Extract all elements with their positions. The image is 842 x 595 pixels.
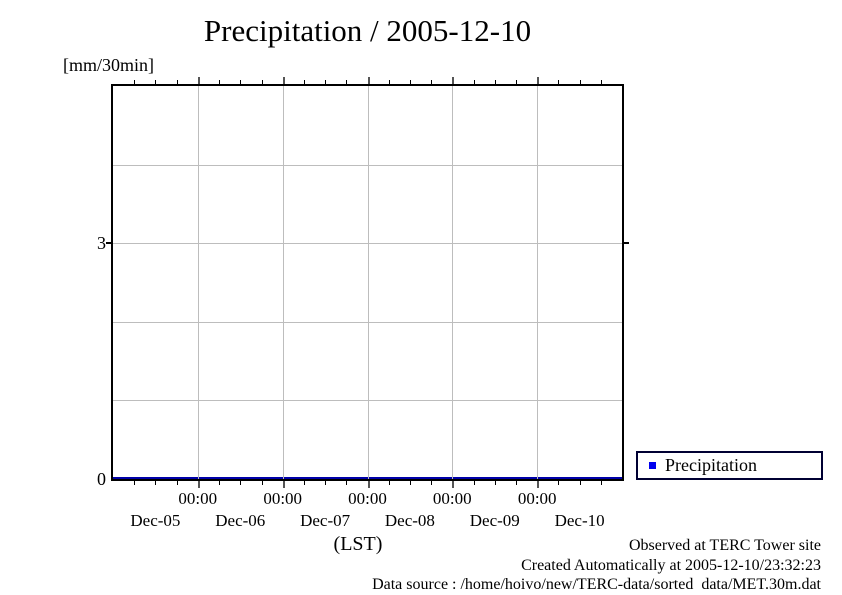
major-tick-top [197, 77, 200, 84]
legend-label: Precipitation [665, 455, 757, 475]
minor-tick-bottom [346, 481, 348, 485]
minor-tick-bottom [431, 481, 433, 485]
minor-tick-bottom [176, 481, 178, 485]
minor-tick-bottom [600, 481, 602, 485]
x-midnight-label-2: 00:00 [263, 489, 303, 508]
x-midnight-label-5: 00:00 [517, 489, 557, 508]
minor-tick-top [240, 80, 242, 84]
x-day-label-Dec-05: Dec-05 [130, 511, 181, 530]
minor-tick-bottom [325, 481, 327, 485]
v-gridline-midnight-5 [537, 86, 539, 479]
minor-tick-bottom [303, 481, 305, 485]
minor-tick-top [134, 80, 136, 84]
grid-layer [106, 77, 629, 488]
v-gridline-midnight-3 [367, 86, 369, 479]
legend-marker-square-icon [649, 462, 656, 469]
major-tick-bottom [197, 481, 200, 488]
legend-box: Precipitation [636, 451, 823, 480]
chart-title: Precipitation / 2005-12-10 [203, 13, 532, 48]
minor-tick-bottom [219, 481, 220, 485]
major-tick-bottom [282, 481, 285, 488]
minor-tick-top [325, 80, 327, 84]
minor-tick-top [494, 80, 496, 84]
minor-tick-top [558, 80, 560, 84]
v-gridline-midnight-2 [282, 86, 284, 479]
minor-tick-bottom [261, 481, 263, 485]
minor-tick-top [388, 80, 390, 84]
footer-annotations: Observed at TERC Tower site Created Auto… [372, 536, 821, 595]
footer-created-line: Created Automatically at 2005-12-10/23:3… [521, 556, 821, 574]
minor-tick-top [431, 80, 433, 84]
major-tick-bottom [452, 481, 455, 488]
minor-tick-bottom [134, 481, 136, 485]
minor-tick-top [579, 80, 581, 84]
minor-tick-bottom [494, 481, 496, 485]
y-tick-label-0: 0 [97, 469, 106, 489]
minor-tick-top [346, 80, 348, 84]
y-axis-unit-label: [mm/30min] [63, 55, 154, 75]
minor-tick-bottom [516, 481, 517, 485]
y-tick-label-3: 3 [97, 233, 106, 253]
x-midnight-label-1: 00:00 [178, 489, 218, 508]
minor-tick-bottom [473, 481, 475, 485]
major-tick-top [452, 77, 455, 84]
minor-tick-bottom [579, 481, 581, 485]
x-day-label-Dec-09: Dec-09 [469, 511, 520, 530]
footer-datasource-line: Data source : /home/hoivo/new/TERC-data/… [372, 576, 821, 593]
minor-tick-top [600, 80, 602, 84]
major-tick-bottom [537, 481, 540, 488]
minor-tick-top [303, 80, 305, 84]
minor-tick-top [473, 80, 475, 84]
minor-tick-bottom [388, 481, 390, 485]
x-axis-label: (LST) [333, 533, 383, 555]
x-day-label-Dec-06: Dec-06 [215, 511, 266, 530]
major-tick-top [367, 77, 370, 84]
minor-tick-top [261, 80, 263, 84]
minor-tick-top [176, 80, 178, 84]
minor-tick-bottom [155, 481, 157, 485]
minor-tick-top [219, 80, 220, 84]
minor-tick-bottom [558, 481, 560, 485]
x-day-label-Dec-07: Dec-07 [300, 511, 351, 530]
x-day-label-Dec-10: Dec-10 [554, 511, 605, 530]
minor-tick-top [155, 80, 157, 84]
x-midnight-label-4: 00:00 [432, 489, 472, 508]
footer-observed-line: Observed at TERC Tower site [628, 537, 821, 554]
major-tick-right-y3 [624, 242, 629, 245]
major-tick-bottom [367, 481, 370, 488]
minor-tick-top [409, 80, 411, 84]
minor-tick-bottom [240, 481, 242, 485]
major-tick-top [282, 77, 285, 84]
minor-tick-bottom [409, 481, 411, 485]
major-tick-top [537, 77, 540, 84]
v-gridline-midnight-1 [197, 86, 199, 479]
minor-tick-top [516, 80, 517, 84]
major-tick-left-y3 [106, 242, 111, 245]
x-day-label-Dec-08: Dec-08 [384, 511, 435, 530]
x-midnight-label-3: 00:00 [348, 489, 387, 508]
v-gridline-midnight-4 [452, 86, 454, 479]
